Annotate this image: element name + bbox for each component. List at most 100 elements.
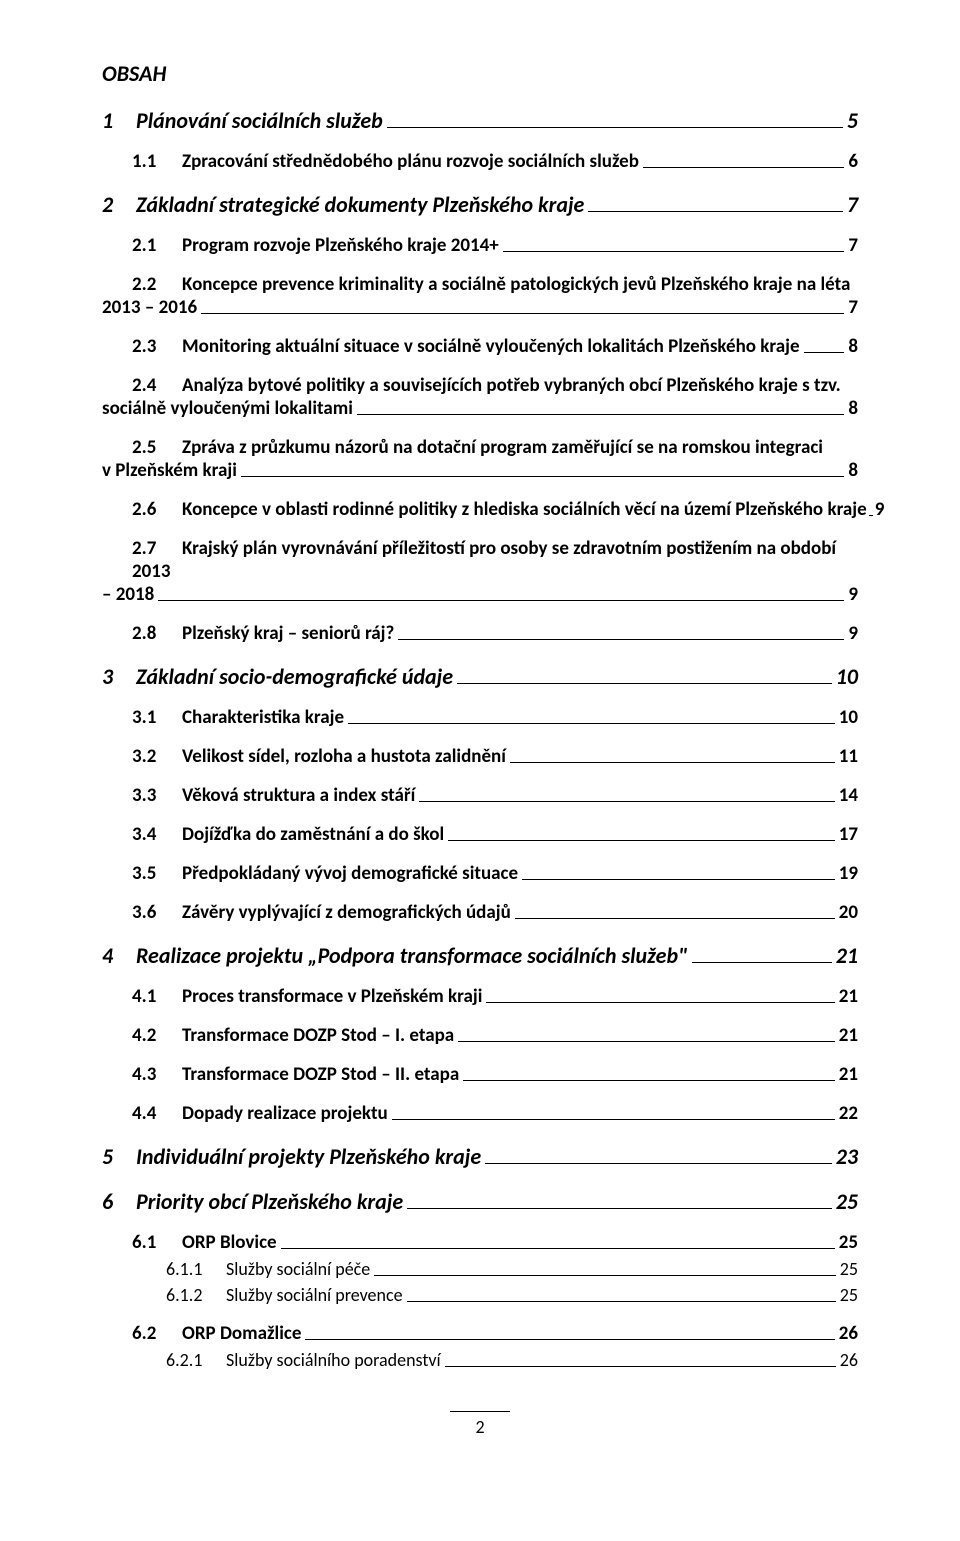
toc-entry-page: 10 xyxy=(839,706,858,729)
toc-entry: 6.1.1Služby sociální péče25 xyxy=(166,1258,858,1280)
toc-entry: 3.5Předpokládaný vývoj demografické situ… xyxy=(132,862,858,885)
toc-entry-label: 4.4Dopady realizace projektu xyxy=(132,1102,388,1125)
toc-entry-page: 6 xyxy=(848,150,858,173)
toc-entry-number: 6.1.2 xyxy=(166,1284,226,1306)
toc-entry-line2-row: v Plzeňském kraji8 xyxy=(102,459,858,482)
toc-leader xyxy=(392,1119,835,1120)
toc-entry-number: 3 xyxy=(102,663,136,690)
toc-entry-number: 6.2 xyxy=(132,1322,182,1345)
toc-leader xyxy=(485,1163,832,1164)
toc-entry-number: 2.5 xyxy=(132,436,182,459)
toc-entry-text: Program rozvoje Plzeňského kraje 2014+ xyxy=(182,234,499,257)
toc-entry: 3.6Závěry vyplývající z demografických ú… xyxy=(132,901,858,924)
toc-entry: 2.4Analýza bytové politiky a související… xyxy=(132,374,858,420)
toc-entry: 6.1.2Služby sociální prevence25 xyxy=(166,1284,858,1306)
toc-entry-line1: 2.4Analýza bytové politiky a související… xyxy=(132,374,858,397)
toc-entry: 3.3Věková struktura a index stáří 14 xyxy=(132,784,858,807)
toc-entry: 3.4Dojížďka do zaměstnání a do škol17 xyxy=(132,823,858,846)
toc-leader xyxy=(869,515,873,516)
toc-entry-text: Předpokládaný vývoj demografické situace xyxy=(182,862,518,885)
toc-entry: 6.2ORP Domažlice26 xyxy=(132,1322,858,1345)
toc-entry-label: 3.4Dojížďka do zaměstnání a do škol xyxy=(132,823,444,846)
toc-entry: 3.1Charakteristika kraje 10 xyxy=(132,706,858,729)
toc-entry-label: 4.2Transformace DOZP Stod – I. etapa xyxy=(132,1024,454,1047)
toc-entry-page: 9 xyxy=(848,622,858,645)
toc-entry-text: Monitoring aktuální situace v sociálně v… xyxy=(182,335,800,358)
toc-entry-text-line1: Zpráva z průzkumu názorů na dotační prog… xyxy=(182,436,823,459)
toc-entry-page: 25 xyxy=(839,1231,858,1254)
toc-entry: 5Individuální projekty Plzeňského kraje2… xyxy=(102,1143,858,1170)
toc-entry-number: 4.1 xyxy=(132,985,182,1008)
toc-entry-number: 2.4 xyxy=(132,374,182,397)
toc-entry-number: 2.2 xyxy=(132,273,182,296)
toc-entry-number: 2.8 xyxy=(132,622,182,645)
toc-entry-label: 4Realizace projektu „Podpora transformac… xyxy=(102,942,688,969)
toc-entry-text-line2: sociálně vyloučenými lokalitami xyxy=(102,397,353,420)
toc-entry: 3Základní socio-demografické údaje10 xyxy=(102,663,858,690)
toc-entry-number: 4.2 xyxy=(132,1024,182,1047)
toc-entry: 1.1Zpracování střednědobého plánu rozvoj… xyxy=(132,150,858,173)
toc-entry-text: Plzeňský kraj – seniorů ráj? xyxy=(182,622,394,645)
toc-entry: 2.7Krajský plán vyrovnávání příležitostí… xyxy=(132,537,858,606)
toc-entry-label: 3Základní socio-demografické údaje xyxy=(102,663,453,690)
toc-entry-page: 19 xyxy=(839,862,858,885)
page-number-footer: 2 xyxy=(102,1411,858,1438)
toc-leader xyxy=(241,476,844,477)
toc-entry: 4.1Proces transformace v Plzeňském kraji… xyxy=(132,985,858,1008)
toc-entry-page: 25 xyxy=(836,1188,858,1215)
toc-entry-page: 7 xyxy=(847,191,858,218)
toc-leader xyxy=(804,352,845,353)
toc-entry-text-line1: Analýza bytové politiky a souvisejících … xyxy=(182,374,841,397)
toc-entry-number: 4.3 xyxy=(132,1063,182,1086)
toc-entry-page: 7 xyxy=(848,296,858,319)
toc-entry-page: 26 xyxy=(839,1322,858,1345)
toc-entry-label: 3.3Věková struktura a index stáří xyxy=(132,784,415,807)
toc-entry-label: 2.1Program rozvoje Plzeňského kraje 2014… xyxy=(132,234,499,257)
toc-entry-page: 9 xyxy=(848,583,858,606)
toc-entry-number: 5 xyxy=(102,1143,136,1170)
toc-entry-page: 8 xyxy=(848,397,858,420)
toc-entry-text: ORP Blovice xyxy=(182,1231,277,1254)
toc-entry-text: Plánování sociálních služeb xyxy=(136,107,383,134)
toc-entry-page: 8 xyxy=(848,335,858,358)
toc-leader xyxy=(374,1275,836,1276)
toc-entry-text: Služby sociálního poradenství xyxy=(226,1349,441,1371)
toc-entry: 6.2.1Služby sociálního poradenství 26 xyxy=(166,1349,858,1371)
toc-entry-label: 3.1Charakteristika kraje xyxy=(132,706,344,729)
toc-entry-text-line1: Koncepce prevence kriminality a sociálně… xyxy=(182,273,850,296)
toc-leader xyxy=(515,918,835,919)
toc-entry-text: Transformace DOZP Stod – I. etapa xyxy=(182,1024,454,1047)
toc-entry-page: 26 xyxy=(840,1349,858,1371)
toc-entry-page: 14 xyxy=(839,784,858,807)
toc-entry-number: 2 xyxy=(102,191,136,218)
toc-entry-label: 1.1Zpracování střednědobého plánu rozvoj… xyxy=(132,150,639,173)
toc-leader xyxy=(486,1002,834,1003)
toc-entry-text: Závěry vyplývající z demografických údaj… xyxy=(182,901,511,924)
toc-entry-label: 6.2.1Služby sociálního poradenství xyxy=(166,1349,441,1371)
toc-leader xyxy=(503,251,845,252)
toc-entry-page: 7 xyxy=(848,234,858,257)
toc-entry-page: 25 xyxy=(840,1284,858,1306)
toc-entry-number: 6.1 xyxy=(132,1231,182,1254)
toc-entry: 2.8Plzeňský kraj – seniorů ráj? 9 xyxy=(132,622,858,645)
toc-entry-label: 1Plánování sociálních služeb xyxy=(102,107,383,134)
toc-entry: 6Priority obcí Plzeňského kraje25 xyxy=(102,1188,858,1215)
toc-entry-number: 2.6 xyxy=(132,498,182,521)
toc-leader xyxy=(588,211,842,212)
toc-entry-number: 6.1.1 xyxy=(166,1258,226,1280)
toc-entry-text: Koncepce v oblasti rodinné politiky z hl… xyxy=(182,498,867,521)
toc-leader xyxy=(522,879,835,880)
toc-entry-page: 23 xyxy=(836,1143,858,1170)
toc-entry-number: 3.4 xyxy=(132,823,182,846)
toc-entry: 2.2Koncepce prevence kriminality a sociá… xyxy=(132,273,858,319)
toc-heading: OBSAH xyxy=(102,60,858,87)
toc-entry-number: 1.1 xyxy=(132,150,182,173)
toc-entry: 6.1ORP Blovice 25 xyxy=(132,1231,858,1254)
toc-leader xyxy=(448,840,835,841)
toc-entry-text: Zpracování střednědobého plánu rozvoje s… xyxy=(182,150,639,173)
toc-entry-number: 2.7 xyxy=(132,537,182,560)
toc-entry: 2.1Program rozvoje Plzeňského kraje 2014… xyxy=(132,234,858,257)
toc-entry-label: 2.8Plzeňský kraj – seniorů ráj? xyxy=(132,622,394,645)
toc-entry-number: 2.1 xyxy=(132,234,182,257)
toc-entry-line1: 2.5Zpráva z průzkumu názorů na dotační p… xyxy=(132,436,858,459)
